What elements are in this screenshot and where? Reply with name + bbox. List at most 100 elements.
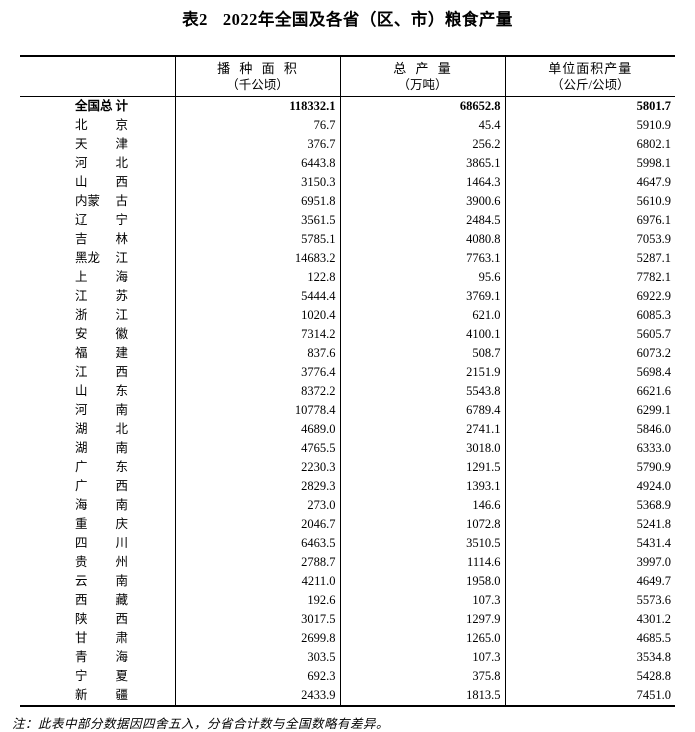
col-header-yield-unit: （公斤/公顷）: [551, 77, 630, 92]
province-row: 云南 4211.0 1958.0 4649.7: [20, 571, 675, 591]
total-output-value: 3510.5: [339, 533, 505, 553]
yield-value: 5241.8: [504, 514, 675, 534]
total-output-value: 1393.1: [339, 476, 505, 496]
province-row: 福建 837.6 508.7 6073.2: [20, 343, 675, 363]
province-row: 山西 3150.3 1464.3 4647.9: [20, 172, 675, 192]
row-label-cell: 重庆: [20, 515, 175, 534]
province-row: 北京 76.7 45.4 5910.9: [20, 115, 675, 135]
total-output-value: 1265.0: [339, 628, 505, 648]
yield-value: 5790.9: [504, 457, 675, 477]
sown-area-value: 3561.5: [174, 210, 340, 230]
row-label-cell: 内蒙古: [20, 192, 175, 211]
title-text: 2022年全国及各省（区、市）粮食产量: [222, 10, 513, 29]
province-name: 福建: [75, 345, 128, 360]
province-name: 西藏: [75, 592, 128, 607]
sown-area-value: 273.0: [174, 495, 340, 515]
province-name: 甘肃: [75, 630, 128, 645]
province-row: 辽宁 3561.5 2484.5 6976.1: [20, 210, 675, 230]
row-label-cell: 安徽: [20, 325, 175, 344]
province-row: 河南 10778.4 6789.4 6299.1: [20, 400, 675, 420]
sown-area-value: 303.5: [174, 647, 340, 667]
row-label-cell: 宁夏: [20, 667, 175, 686]
sown-area-value: 4211.0: [174, 571, 340, 591]
row-label-cell: 江西: [20, 363, 175, 382]
province-row: 江西 3776.4 2151.9 5698.4: [20, 362, 675, 382]
province-name: 山西: [75, 174, 128, 189]
table-body: 全国总计 118332.1 68652.8 5801.7 北京 76.7 45.4 5910.…: [20, 96, 675, 706]
row-label-cell: 海南: [20, 496, 175, 515]
total-output-value: 68652.8: [339, 96, 505, 116]
yield-value: 4649.7: [504, 571, 675, 591]
total-output-value: 107.3: [339, 590, 505, 610]
yield-value: 4924.0: [504, 476, 675, 496]
province-row: 江苏 5444.4 3769.1 6922.9: [20, 286, 675, 306]
total-output-value: 3865.1: [339, 153, 505, 173]
province-name: 湖南: [75, 440, 128, 455]
yield-value: 5698.4: [504, 362, 675, 382]
total-output-value: 1291.5: [339, 457, 505, 477]
yield-value: 3534.8: [504, 647, 675, 667]
row-label-cell: 四川: [20, 534, 175, 553]
yield-value: 7782.1: [504, 267, 675, 287]
total-output-value: 107.3: [339, 647, 505, 667]
yield-value: 5605.7: [504, 324, 675, 344]
province-name: 黑龙江: [75, 250, 128, 265]
province-name: 青海: [75, 649, 128, 664]
yield-value: 5573.6: [504, 590, 675, 610]
sown-area-value: 122.8: [174, 267, 340, 287]
sown-area-value: 6951.8: [174, 191, 340, 211]
sown-area-value: 2699.8: [174, 628, 340, 648]
yield-value: 3997.0: [504, 552, 675, 572]
sown-area-value: 2788.7: [174, 552, 340, 572]
province-row: 吉林 5785.1 4080.8 7053.9: [20, 229, 675, 249]
total-output-value: 146.6: [339, 495, 505, 515]
province-name: 天津: [75, 136, 128, 151]
province-name: 陕西: [75, 611, 128, 626]
province-row: 贵州 2788.7 1114.6 3997.0: [20, 552, 675, 572]
sown-area-value: 4765.5: [174, 438, 340, 458]
yield-value: 5998.1: [504, 153, 675, 173]
total-output-value: 375.8: [339, 666, 505, 686]
total-output-value: 6789.4: [339, 400, 505, 420]
yield-value: 7451.0: [504, 685, 675, 706]
province-row: 内蒙古 6951.8 3900.6 5610.9: [20, 191, 675, 211]
table-header-row: 播 种 面 积 （千公顷） 总 产 量 （万吨） 单位面积产量 （公斤/公顷）: [20, 56, 675, 97]
yield-value: 5610.9: [504, 191, 675, 211]
sown-area-value: 76.7: [174, 115, 340, 135]
province-row: 湖北 4689.0 2741.1 5846.0: [20, 419, 675, 439]
total-output-value: 1072.8: [339, 514, 505, 534]
row-label-cell: 云南: [20, 572, 175, 591]
province-row: 黑龙江 14683.2 7763.1 5287.1: [20, 248, 675, 268]
province-name: 浙江: [75, 307, 128, 322]
province-name: 新疆: [75, 687, 128, 702]
yield-value: 5846.0: [504, 419, 675, 439]
row-label-cell: 河南: [20, 401, 175, 420]
row-label-cell: 浙江: [20, 306, 175, 325]
sown-area-value: 3017.5: [174, 609, 340, 629]
province-name: 辽宁: [75, 212, 128, 227]
province-name: 河北: [75, 155, 128, 170]
province-row: 湖南 4765.5 3018.0 6333.0: [20, 438, 675, 458]
province-name: 山东: [75, 383, 128, 398]
sown-area-value: 4689.0: [174, 419, 340, 439]
yield-value: 5801.7: [504, 96, 675, 116]
row-label-cell: 吉林: [20, 230, 175, 249]
province-name: 河南: [75, 402, 128, 417]
yield-value: 6802.1: [504, 134, 675, 154]
province-name: 吉林: [75, 231, 128, 246]
province-name: 江苏: [75, 288, 128, 303]
yield-value: 4647.9: [504, 172, 675, 192]
total-output-value: 3769.1: [339, 286, 505, 306]
total-output-value: 2741.1: [339, 419, 505, 439]
grain-production-table: 播 种 面 积 （千公顷） 总 产 量 （万吨） 单位面积产量 （公斤/公顷） …: [20, 55, 675, 707]
total-output-value: 1297.9: [339, 609, 505, 629]
col-header-total-output: 总 产 量 （万吨）: [339, 56, 505, 97]
province-row: 重庆 2046.7 1072.8 5241.8: [20, 514, 675, 534]
table-label: 表2: [182, 10, 208, 29]
province-name: 安徽: [75, 326, 128, 341]
province-name: 广西: [75, 478, 128, 493]
row-label-cell: 北京: [20, 116, 175, 135]
sown-area-value: 2433.9: [174, 685, 340, 706]
province-name: 广东: [75, 459, 128, 474]
total-output-value: 3900.6: [339, 191, 505, 211]
